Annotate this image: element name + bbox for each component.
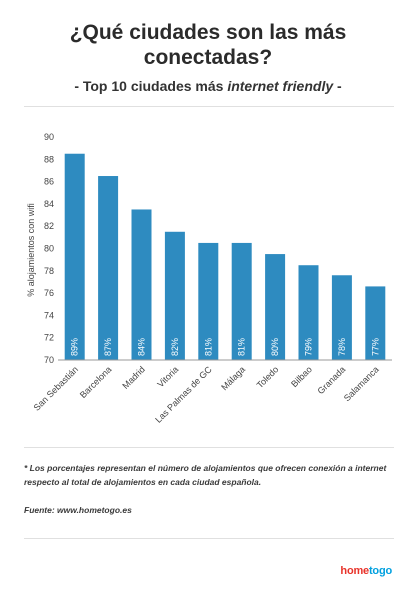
bar	[164, 231, 185, 360]
x-tick-label: San Sebastián	[32, 364, 80, 412]
bar	[231, 242, 252, 360]
x-tick-label: Bilbao	[289, 364, 314, 389]
top-divider	[24, 106, 394, 107]
y-tick-label: 76	[44, 288, 54, 298]
bar-value-label: 80%	[270, 338, 280, 356]
y-tick-label: 78	[44, 266, 54, 276]
title-line-2: conectadas?	[143, 46, 273, 69]
page-title: ¿Qué ciudades son las más conectadas?	[0, 20, 416, 70]
bar	[365, 286, 386, 360]
bar-value-label: 81%	[237, 338, 247, 356]
y-tick-label: 72	[44, 333, 54, 343]
bar-value-label: 82%	[170, 338, 180, 356]
bar	[98, 176, 119, 360]
bar	[298, 265, 319, 360]
bar	[198, 242, 219, 360]
y-tick-label: 88	[44, 154, 54, 164]
page-subtitle: - Top 10 ciudades más internet friendly …	[0, 78, 416, 94]
y-tick-label: 90	[44, 132, 54, 142]
hometogo-logo: hometogo	[340, 565, 392, 577]
y-tick-label: 84	[44, 199, 54, 209]
y-axis: 70 72 74 76 78 80 82 84 86 88 90	[44, 132, 54, 365]
y-tick-label: 82	[44, 221, 54, 231]
bar	[64, 153, 85, 360]
bottom-divider	[24, 538, 394, 539]
logo-part-togo: togo	[368, 565, 392, 577]
y-tick-label: 80	[44, 244, 54, 254]
subtitle-emphasis: internet friendly	[227, 78, 334, 94]
logo-part-home: home	[340, 565, 369, 577]
bars: 89% 87% 84% 82% 81% 81% 80% 79% 78% 77%	[64, 153, 386, 360]
x-tick-label: Salamanca	[342, 364, 381, 403]
bar	[265, 254, 286, 360]
subtitle-prefix: - Top 10 ciudades más	[74, 78, 228, 94]
x-tick-label: Madrid	[120, 364, 147, 391]
y-tick-label: 86	[44, 177, 54, 187]
x-tick-label: Toledo	[255, 364, 281, 390]
bar	[131, 209, 152, 360]
x-tick-label: Málaga	[219, 364, 247, 392]
y-tick-label: 74	[44, 310, 54, 320]
x-tick-label: Barcelona	[78, 364, 114, 400]
x-tick-label: Granada	[315, 364, 347, 396]
source-note: Fuente: www.hometogo.es	[24, 505, 132, 515]
footnote-line-2: respecto al total de alojamientos en cad…	[24, 477, 262, 487]
footnote-line-1: * Los porcentajes representan el número …	[24, 463, 387, 473]
title-line-1: ¿Qué ciudades son las más	[69, 21, 347, 44]
x-tick-label: Las Palmas de GC	[153, 364, 214, 425]
subtitle-suffix: -	[333, 78, 342, 94]
bar-value-label: 78%	[337, 338, 347, 356]
bar-value-label: 89%	[70, 338, 80, 356]
bar-value-label: 84%	[137, 338, 147, 356]
bar-value-label: 79%	[304, 338, 314, 356]
bar	[331, 275, 352, 360]
bar-chart: 70 72 74 76 78 80 82 84 86 88 90 % alojamientos co…	[26, 132, 392, 425]
middle-divider	[24, 447, 394, 448]
bar-value-label: 77%	[370, 338, 380, 356]
x-tick-label: Vitoria	[155, 364, 180, 389]
bar-value-label: 87%	[103, 338, 113, 356]
y-tick-label: 70	[44, 355, 54, 365]
y-axis-label: % alojamientos con wifi	[26, 203, 36, 297]
footnote: * Los porcentajes representan el número …	[24, 461, 396, 489]
bar-value-label: 81%	[203, 338, 213, 356]
